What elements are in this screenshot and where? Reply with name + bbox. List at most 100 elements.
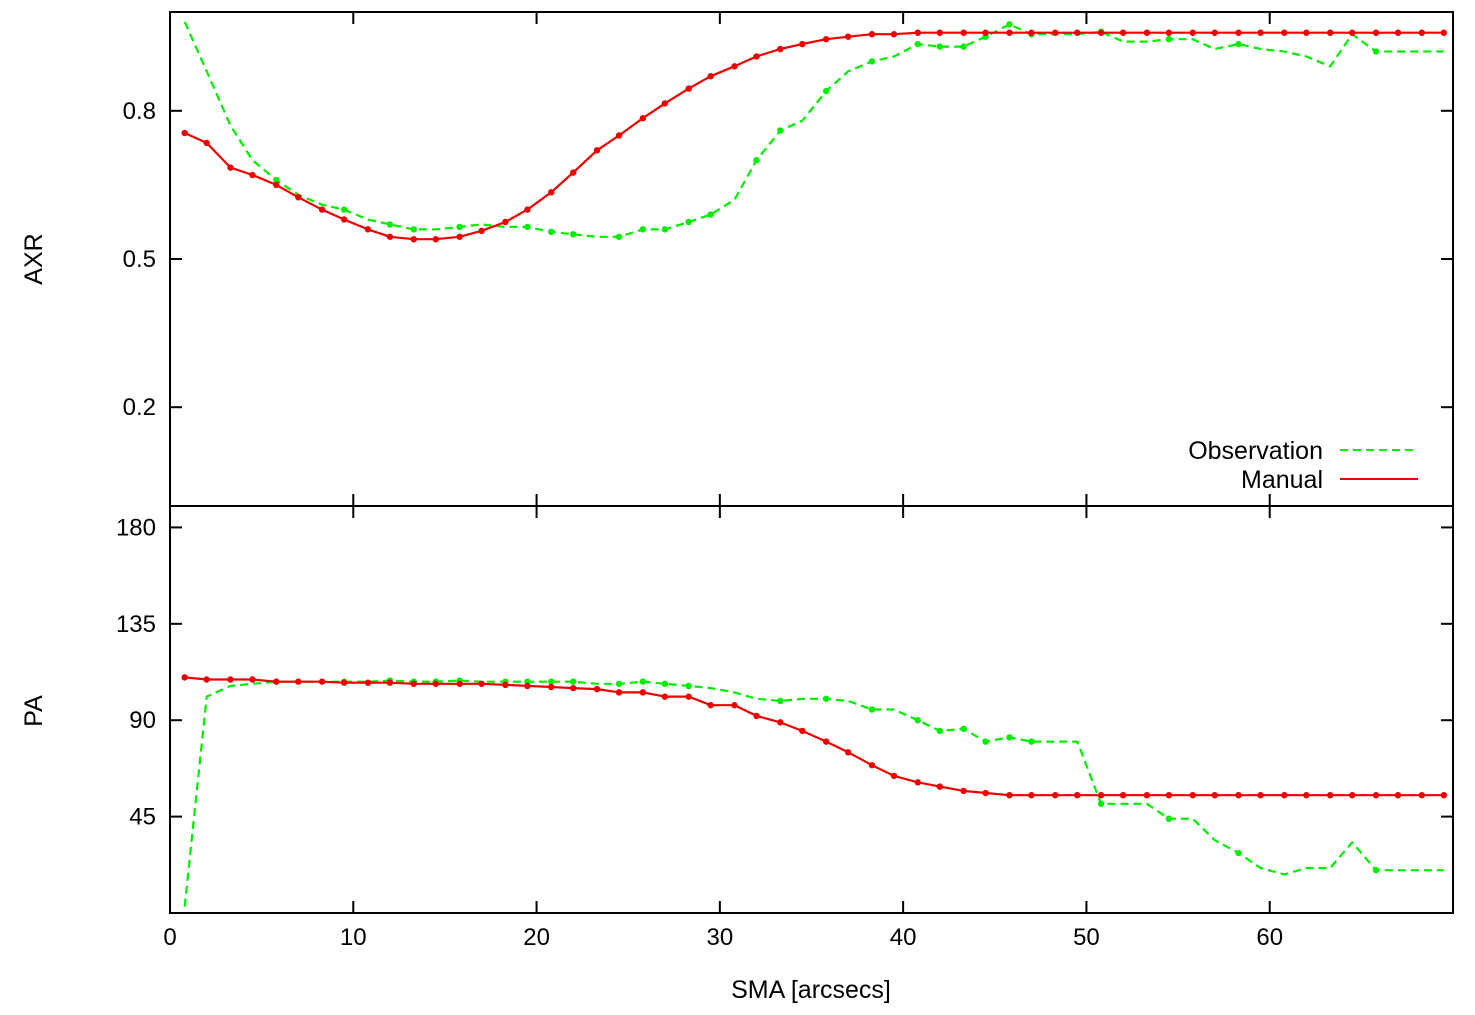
pa-point-manual — [890, 772, 898, 780]
pa-point-manual — [639, 689, 647, 696]
pa-point-manual — [868, 761, 876, 769]
pa-point-manual — [960, 787, 967, 795]
axr-point-manual — [1235, 29, 1242, 36]
pa-point-manual — [661, 693, 669, 700]
pa-point-manual — [386, 679, 394, 686]
axr-point-manual — [822, 35, 830, 43]
axr-point-manual — [1348, 29, 1356, 36]
pa-point-observation — [982, 738, 989, 745]
pa-point-observation — [661, 680, 669, 687]
pa-point-manual — [1006, 791, 1013, 799]
axr-point-manual — [1119, 29, 1127, 36]
axr-point-manual — [1028, 29, 1035, 36]
pa-point-manual — [914, 779, 922, 786]
pa-ticks: 0 10 20 30 40 50 60 45 90 135 180 — [116, 506, 1453, 951]
axr-point-manual — [661, 100, 669, 107]
axr-point-observation — [707, 211, 714, 218]
axr-point-observation — [822, 87, 830, 95]
pa-point-manual — [1418, 791, 1426, 799]
axr-point-manual — [936, 29, 943, 36]
pa-point-manual — [249, 676, 256, 683]
sma-xlabel: SMA [arcsecs] — [731, 976, 891, 1004]
axr-point-observation — [685, 218, 692, 226]
pa-point-manual — [502, 681, 509, 689]
axr-point-manual — [295, 194, 302, 201]
axr-point-manual — [456, 233, 463, 240]
pa-ylabel: PA — [20, 695, 48, 727]
pa-point-manual — [340, 679, 348, 686]
axr-ticks: 0.2 0.5 0.8 — [123, 12, 1453, 506]
pa-point-manual — [1394, 791, 1402, 799]
axr-ytick-label: 0.2 — [123, 394, 156, 421]
axr-point-manual — [1303, 29, 1310, 36]
pa-xtick-label: 10 — [340, 924, 367, 951]
axr-point-manual — [249, 171, 256, 179]
axr-ytick-label: 0.5 — [123, 246, 156, 273]
axr-point-manual — [731, 63, 738, 70]
pa-ytick-label: 135 — [116, 611, 156, 638]
axr-ylabel: AXR — [20, 233, 48, 284]
pa-point-manual — [1235, 791, 1242, 799]
pa-panel: 0 10 20 30 40 50 60 45 90 135 180 PA SMA [arcsecs] — [20, 505, 1454, 1004]
pa-point-manual — [1257, 791, 1264, 799]
axr-point-manual — [844, 33, 852, 40]
axr-point-manual — [1097, 29, 1105, 36]
axr-point-manual — [1211, 29, 1218, 36]
pa-point-manual — [1348, 791, 1356, 799]
axr-point-manual — [1281, 29, 1288, 36]
pa-xtick-label: 40 — [890, 924, 917, 951]
pa-ytick-label: 90 — [129, 707, 156, 734]
pa-point-manual — [1281, 791, 1288, 799]
axr-point-observation — [456, 223, 463, 231]
pa-series-manual — [184, 676, 1444, 797]
axr-point-manual — [181, 129, 188, 137]
axr-point-manual — [777, 45, 784, 53]
pa-point-manual — [936, 783, 943, 790]
pa-point-observation — [548, 678, 555, 685]
axr-point-manual — [960, 29, 967, 36]
pa-point-manual — [456, 680, 463, 687]
pa-point-manual — [844, 749, 852, 756]
pa-point-observation — [914, 717, 922, 724]
pa-point-manual — [1052, 791, 1059, 799]
axr-point-observation — [386, 221, 394, 228]
pa-point-manual — [822, 738, 830, 745]
axr-point-observation — [914, 40, 922, 48]
pa-point-manual — [524, 682, 531, 690]
axr-point-manual — [685, 85, 692, 92]
axr-point-manual — [1326, 29, 1334, 36]
pa-point-manual — [982, 789, 989, 797]
axr-series-manual — [184, 31, 1444, 241]
pa-point-manual — [1372, 791, 1380, 799]
axr-point-observation — [1372, 48, 1380, 55]
axr-point-manual — [364, 226, 372, 233]
axr-point-observation — [340, 206, 348, 213]
pa-point-observation — [1006, 734, 1013, 741]
pa-point-manual — [181, 674, 188, 681]
legend-label-manual: Manual — [1241, 466, 1323, 494]
axr-point-observation — [615, 233, 623, 240]
axr-point-manual — [1440, 29, 1448, 36]
axr-point-manual — [982, 29, 989, 36]
pa-point-manual — [432, 680, 439, 687]
axr-point-observation — [777, 127, 784, 134]
pa-point-manual — [318, 678, 326, 685]
pa-point-manual — [1165, 791, 1173, 799]
axr-point-manual — [1052, 29, 1059, 36]
pa-point-manual — [777, 719, 784, 726]
pa-point-manual — [295, 678, 302, 685]
axr-point-manual — [1189, 29, 1196, 36]
pa-point-manual — [273, 678, 280, 685]
axr-point-observation — [639, 226, 647, 233]
pa-point-manual — [615, 689, 623, 696]
pa-point-manual — [478, 680, 485, 687]
pa-ytick-label: 180 — [116, 514, 156, 541]
axr-point-manual — [1257, 29, 1264, 36]
pa-series-observation — [183, 679, 1444, 907]
axr-point-manual — [639, 115, 647, 122]
axr-point-manual — [227, 164, 234, 171]
pa-point-manual — [593, 685, 601, 693]
pa-point-observation — [1097, 800, 1105, 807]
